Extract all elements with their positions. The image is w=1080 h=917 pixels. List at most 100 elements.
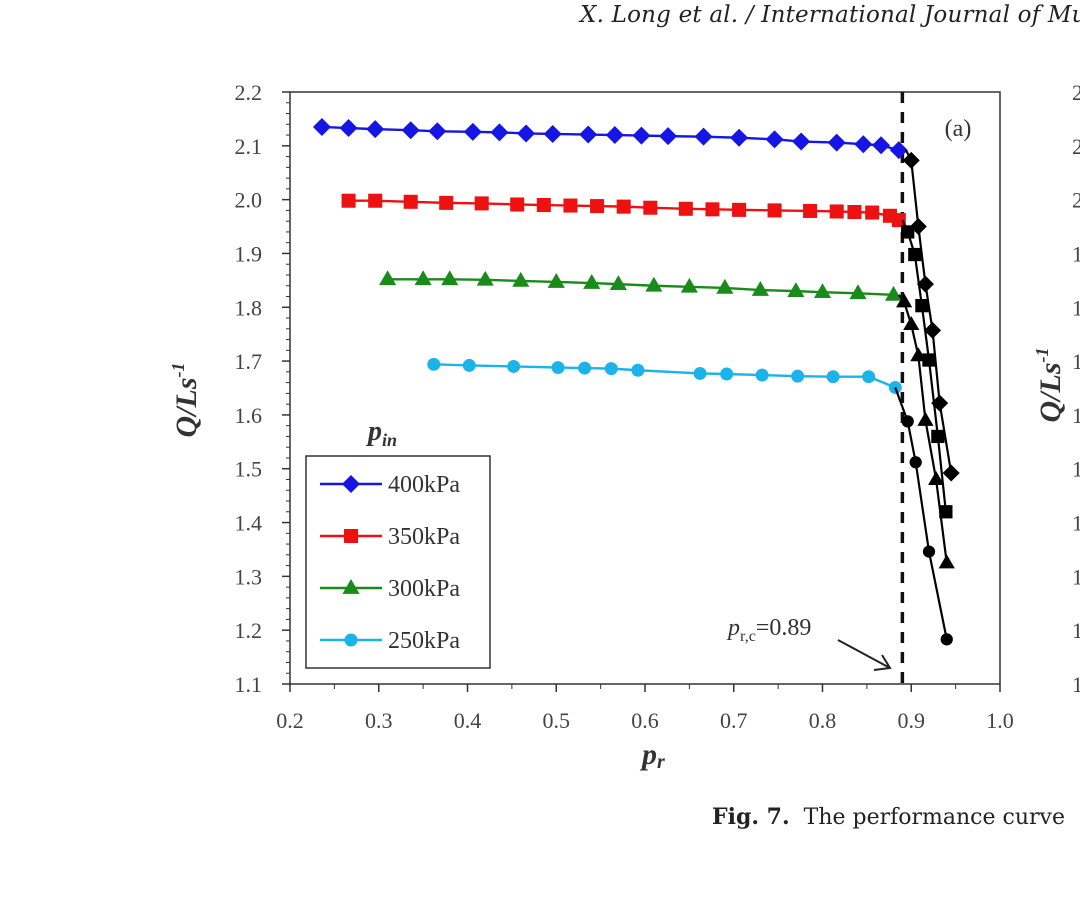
y-tick-labels: 1.1 1.2 1.3 1.4 1.5 1.6 1.7 1.8 1.9 2.0 2.1 2.2 1 1 1 1… (235, 80, 1080, 697)
data-point-350kPa (616, 199, 631, 214)
x-tick-label: 0.6 (631, 708, 659, 733)
data-point-350kPa (590, 199, 605, 214)
data-point-300kPa (716, 278, 734, 294)
drop-point-300kPa (896, 293, 913, 308)
drop-point-350kPa (939, 505, 953, 519)
data-point-400kPa (765, 130, 784, 149)
data-point-250kPa (888, 380, 902, 394)
data-point-250kPa (826, 370, 840, 384)
data-point-400kPa (428, 122, 447, 141)
x-tick-labels: 0.2 0.3 0.4 0.5 0.6 0.7 0.8 0.9 1.0 (276, 708, 1014, 733)
data-point-350kPa (510, 197, 525, 212)
x-tick-label: 0.5 (543, 708, 571, 733)
data-point-250kPa (507, 359, 521, 373)
legend-box (305, 455, 491, 669)
y-tick-label: 1.6 (235, 403, 263, 428)
data-point-400kPa (543, 124, 562, 143)
y-tick-label: 2.2 (235, 80, 263, 105)
second-panel-y-axis-title: Q/Ls-1 (1032, 348, 1067, 423)
legend-marker-300kPa (342, 579, 360, 594)
drop-point-400kPa (916, 275, 934, 293)
data-point-350kPa (847, 204, 862, 220)
second-panel-y-tick-label: 2 (1072, 80, 1080, 105)
y-tick-label: 1.4 (235, 511, 263, 536)
y-axis-title: Q/Ls-1 (168, 363, 203, 438)
data-point-300kPa (512, 271, 530, 287)
data-point-300kPa (645, 276, 663, 292)
data-point-400kPa (730, 128, 749, 147)
legend-marker-400kPa (342, 475, 360, 493)
second-panel-y-tick-label: 2 (1072, 134, 1080, 159)
y-tick-label: 1.3 (235, 564, 263, 589)
data-point-400kPa (490, 123, 509, 142)
second-panel-y-tick-label: 1 (1072, 564, 1080, 589)
y-tick-label: 1.9 (235, 241, 263, 266)
critical-ratio-arrow (837, 639, 892, 671)
legend-label-300: 300kPa (388, 576, 460, 602)
data-point-400kPa (872, 136, 891, 155)
legend-label-250: 250kPa (388, 628, 460, 654)
legend-title: pin (366, 416, 397, 450)
series-line-300kPa (387, 278, 894, 297)
x-tick-label: 0.8 (809, 708, 837, 733)
data-point-350kPa (643, 200, 658, 215)
data-point-350kPa (536, 197, 551, 213)
performance-chart: 0.2 0.3 0.4 0.5 0.6 0.7 0.8 0.9 1.0 1.1 1.2 1.3 1.4… (168, 80, 1080, 773)
data-point-300kPa (441, 270, 459, 286)
figure-caption-text: The performance curve (803, 805, 1065, 830)
data-point-300kPa (379, 270, 397, 286)
data-point-400kPa (517, 124, 536, 143)
x-tick-label: 0.7 (720, 708, 748, 733)
data-point-400kPa (366, 120, 385, 139)
drop-point-300kPa (917, 411, 934, 426)
second-panel-y-tick-label: 1 (1072, 349, 1080, 374)
second-panel-y-tick-label: 1 (1072, 511, 1080, 536)
y-tick-label: 2.1 (235, 134, 263, 159)
y-tick-label: 1.1 (235, 672, 263, 697)
y-tick-label: 1.2 (235, 618, 263, 643)
legend-marker-350kPa (343, 528, 359, 544)
data-point-250kPa (720, 367, 734, 381)
drop-point-350kPa (931, 429, 945, 444)
data-point-400kPa (605, 126, 624, 145)
second-panel-y-tick-label: 1 (1072, 618, 1080, 643)
drop-layer (894, 149, 960, 646)
data-point-400kPa (463, 122, 482, 141)
data-point-350kPa (732, 202, 747, 217)
data-point-300kPa (813, 283, 832, 299)
data-point-300kPa (751, 281, 769, 296)
journal-running-header: X. Long et al. / International Journal o… (580, 2, 1080, 28)
series-line-250kPa (433, 363, 896, 389)
data-point-300kPa (787, 282, 805, 297)
drop-point-300kPa (903, 315, 920, 331)
data-point-350kPa (829, 204, 844, 219)
data-point-400kPa (401, 121, 420, 140)
figure-caption: Fig. 7. The performance curve (712, 804, 1065, 830)
legend: pin 400kPa 350kPa 300kPa 250kPa (305, 416, 491, 669)
data-point-400kPa (312, 117, 331, 136)
drop-point-300kPa (910, 347, 927, 362)
second-panel-y-tick-label: 1 (1072, 457, 1080, 482)
data-point-250kPa (551, 361, 565, 375)
legend-label-350: 350kPa (388, 524, 460, 550)
data-point-350kPa (403, 194, 418, 209)
drop-point-250kPa (909, 456, 922, 469)
data-point-300kPa (414, 270, 432, 286)
data-point-350kPa (891, 213, 906, 228)
data-point-300kPa (849, 284, 867, 300)
x-tick-label: 0.9 (898, 708, 926, 733)
y-tick-label: 1.8 (235, 295, 263, 320)
data-point-250kPa (427, 357, 441, 371)
data-point-350kPa (368, 193, 383, 208)
data-point-300kPa (884, 285, 903, 301)
x-tick-label: 0.4 (454, 708, 482, 733)
critical-ratio-label: pr,c=0.89 (726, 615, 811, 645)
second-panel-y-tick-label: 1 (1072, 295, 1080, 320)
data-point-250kPa (791, 369, 805, 383)
data-point-300kPa (583, 274, 601, 289)
drop-point-250kPa (940, 633, 953, 646)
drop-point-350kPa (922, 353, 936, 367)
drop-line-300kPa (897, 294, 948, 564)
data-point-250kPa (693, 366, 707, 380)
data-point-350kPa (705, 202, 720, 217)
